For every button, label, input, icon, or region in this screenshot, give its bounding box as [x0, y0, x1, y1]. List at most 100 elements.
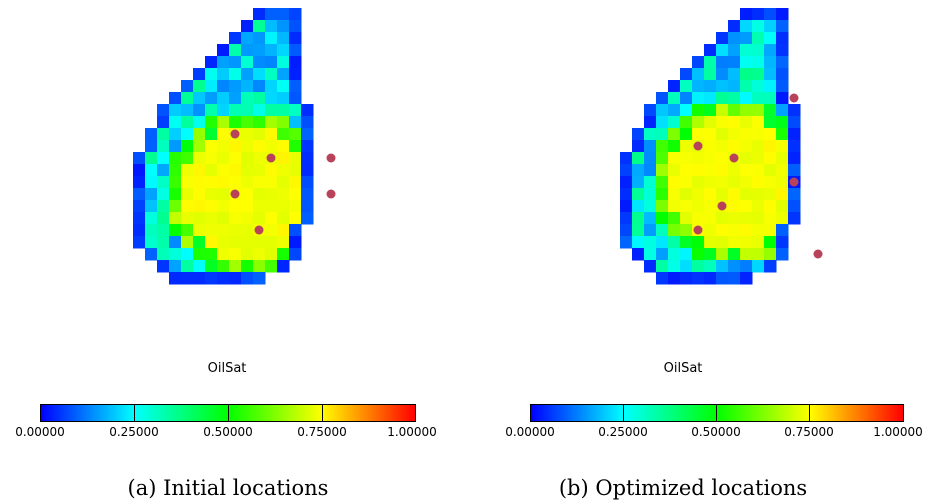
grid-cell — [668, 164, 681, 177]
grid-cell — [205, 260, 218, 273]
grid-cell — [241, 92, 254, 105]
grid-cell — [265, 20, 278, 33]
grid-cell — [644, 152, 657, 165]
grid-cell — [692, 236, 705, 249]
grid-cell — [680, 80, 693, 93]
grid-cell — [253, 236, 266, 249]
grid-cell — [764, 56, 777, 69]
grid-cell — [740, 20, 753, 33]
well-marker-optimized-5 — [693, 225, 703, 235]
grid-cell — [241, 128, 254, 141]
grid-cell — [301, 152, 314, 165]
grid-cell — [668, 116, 681, 129]
grid-cell — [193, 236, 206, 249]
grid-cell — [205, 152, 218, 165]
grid-cell — [253, 104, 266, 117]
grid-cell — [241, 80, 254, 93]
grid-cell — [680, 200, 693, 213]
well-marker-initial-5 — [326, 189, 336, 199]
well-marker-initial-3 — [326, 153, 336, 163]
grid-cell — [620, 212, 633, 225]
grid-cell — [716, 104, 729, 117]
grid-cell — [277, 44, 290, 57]
well-marker-initial-0 — [254, 225, 264, 235]
grid-cell — [169, 140, 182, 153]
grid-cell — [788, 212, 801, 225]
grid-cell — [277, 104, 290, 117]
grid-cell — [229, 200, 242, 213]
grid-cell — [752, 260, 765, 273]
grid-cell — [776, 56, 789, 69]
grid-cell — [301, 128, 314, 141]
grid-cell — [776, 164, 789, 177]
grid-cell — [181, 128, 194, 141]
grid-cell — [277, 116, 290, 129]
grid-cell — [776, 8, 789, 21]
grid-cell — [253, 176, 266, 189]
grid-cell — [241, 260, 254, 273]
grid-cell — [704, 80, 717, 93]
grid-cell — [692, 56, 705, 69]
grid-cell — [169, 236, 182, 249]
tick-label-initial-2: 0.50000 — [203, 425, 253, 439]
grid-cell — [265, 188, 278, 201]
grid-cell — [169, 272, 182, 285]
grid-cell — [680, 260, 693, 273]
well-marker-optimized-1 — [789, 177, 799, 187]
grid-cell — [181, 140, 194, 153]
grid-cell — [205, 200, 218, 213]
grid-cell — [668, 140, 681, 153]
grid-cell — [704, 128, 717, 141]
grid-cell — [229, 44, 242, 57]
grid-cell — [752, 128, 765, 141]
caption-optimized: (b) Optimized locations — [558, 476, 808, 500]
grid-cell — [253, 44, 266, 57]
grid-cell — [644, 248, 657, 261]
grid-cell — [764, 104, 777, 117]
grid-cell — [265, 44, 278, 57]
grid-cell — [277, 20, 290, 33]
grid-cell — [157, 128, 170, 141]
grid-cell — [716, 92, 729, 105]
grid-cell — [289, 140, 302, 153]
grid-cell — [764, 212, 777, 225]
grid-cell — [253, 8, 266, 21]
grid-cell — [265, 140, 278, 153]
grid-cell — [788, 128, 801, 141]
grid-cell — [193, 248, 206, 261]
grid-cell — [193, 104, 206, 117]
grid-cell — [716, 248, 729, 261]
grid-cell — [728, 236, 741, 249]
grid-cell — [253, 188, 266, 201]
grid-cell — [752, 56, 765, 69]
grid-cell — [265, 212, 278, 225]
grid-cell — [620, 152, 633, 165]
grid-cell — [656, 152, 669, 165]
grid-cell — [728, 224, 741, 237]
grid-cell — [157, 224, 170, 237]
grid-cell — [193, 164, 206, 177]
grid-cell — [752, 164, 765, 177]
grid-cell — [217, 56, 230, 69]
grid-cell — [157, 260, 170, 273]
grid-cell — [145, 236, 158, 249]
grid-cell — [253, 20, 266, 33]
grid-cell — [217, 200, 230, 213]
grid-cell — [289, 164, 302, 177]
grid-cell — [740, 44, 753, 57]
grid-cell — [716, 272, 729, 285]
grid-cell — [241, 236, 254, 249]
grid-cell — [229, 116, 242, 129]
grid-cell — [692, 188, 705, 201]
grid-cell — [241, 224, 254, 237]
grid-cell — [229, 152, 242, 165]
grid-cell — [776, 224, 789, 237]
grid-cell — [229, 68, 242, 81]
grid-cell — [301, 176, 314, 189]
grid-cell — [740, 224, 753, 237]
grid-cell — [229, 224, 242, 237]
grid-cell — [704, 104, 717, 117]
grid-cell — [680, 188, 693, 201]
grid-cell — [680, 152, 693, 165]
grid-cell — [289, 20, 302, 33]
